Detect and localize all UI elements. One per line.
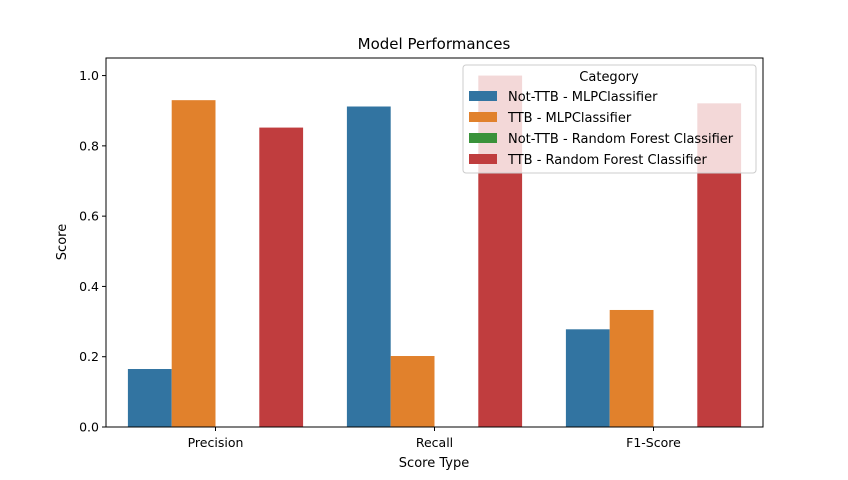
x-tick-label: Precision [188, 435, 244, 450]
legend-title: Category [579, 70, 639, 85]
chart-title: Model Performances [358, 35, 511, 53]
y-axis: 0.0 0.2 0.4 0.6 0.8 1.0 [79, 68, 106, 435]
bar-series-3-precision [259, 127, 304, 427]
legend-swatch [469, 154, 497, 164]
legend[interactable]: Category Not-TTB - MLPClassifier TTB - ML… [462, 64, 757, 174]
legend-label: TTB - Random Forest Classifier [507, 153, 708, 168]
x-axis-label: Score Type [399, 456, 469, 471]
legend-swatch [469, 91, 497, 101]
y-axis-label: Score [55, 224, 70, 260]
x-axis: Precision Recall F1-Score [188, 427, 681, 450]
bar-series-1-f1-score [609, 309, 654, 427]
legend-box [462, 64, 757, 174]
bar-series-1-recall [390, 356, 435, 427]
legend-label: TTB - MLPClassifier [507, 111, 632, 126]
x-tick-label: Recall [416, 435, 453, 450]
y-tick-label: 0.0 [79, 420, 99, 435]
legend-swatch [469, 112, 497, 122]
y-tick-label: 0.8 [79, 138, 99, 153]
y-tick-label: 0.6 [79, 209, 99, 224]
y-tick-label: 0.2 [79, 349, 99, 364]
y-tick-label: 1.0 [79, 68, 99, 83]
x-tick-label: F1-Score [626, 435, 681, 450]
y-tick-label: 0.4 [79, 279, 99, 294]
bar-series-0-precision [127, 369, 172, 427]
legend-label: Not-TTB - Random Forest Classifier [508, 132, 734, 147]
legend-items: Not-TTB - MLPClassifier TTB - MLPClassifi… [469, 90, 734, 168]
legend-swatch [469, 133, 497, 143]
bar-series-0-f1-score [565, 329, 610, 427]
legend-label: Not-TTB - MLPClassifier [508, 90, 658, 105]
bar-series-1-precision [171, 100, 216, 428]
bar-series-0-recall [346, 106, 391, 427]
